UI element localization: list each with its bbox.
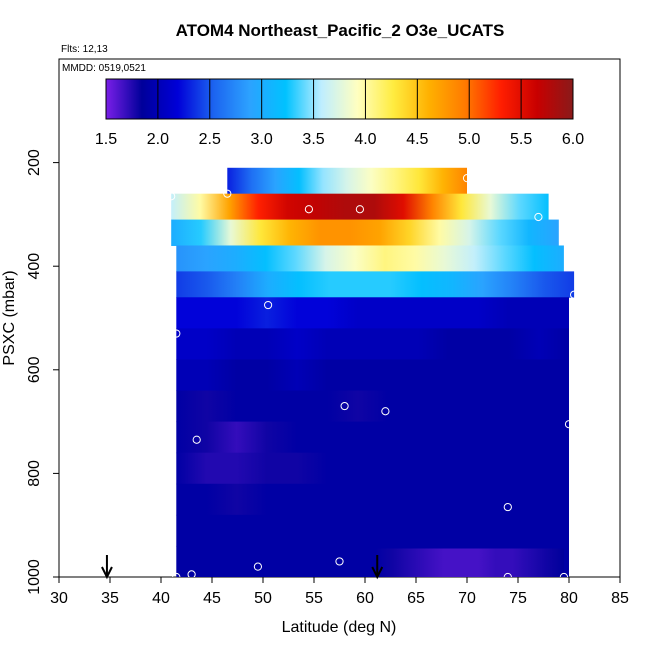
y-axis-label: PSXC (mbar) <box>1 270 18 365</box>
sample-point <box>187 570 196 577</box>
colorbar-tick-label: 3.5 <box>302 131 324 148</box>
flight-arrows <box>101 555 384 580</box>
heatmap-band <box>171 219 559 246</box>
x-tick-label: 70 <box>458 590 476 607</box>
sample-point <box>503 502 512 512</box>
heatmap-band <box>176 245 564 272</box>
colorbar-tick-label: 4.5 <box>406 131 428 148</box>
sample-point <box>335 557 344 566</box>
y-tick-label: 800 <box>26 460 43 487</box>
sample-point <box>381 407 390 416</box>
heatmap-band <box>176 483 570 516</box>
heatmap-band <box>176 271 575 298</box>
y-tick-label: 1000 <box>26 559 43 595</box>
heatmap-band <box>171 193 549 221</box>
sample-point <box>172 572 181 577</box>
sample-point <box>503 572 512 577</box>
heatmap-band <box>176 328 570 360</box>
sample-point <box>570 290 579 299</box>
heatmap-band <box>227 167 467 195</box>
down-arrow-icon <box>371 555 384 580</box>
colorbar-tick-label: 2.5 <box>199 131 221 148</box>
x-tick-label: 65 <box>407 590 425 607</box>
dates-label: MMDD: 0519,0521 <box>62 63 146 74</box>
sample-point <box>564 420 574 429</box>
colorbar-ticks: 1.5 2.0 2.5 3.0 3.5 4.0 4.5 5.0 5.5 6.0 <box>95 79 584 148</box>
colorbar-tick-label: 5.5 <box>510 131 532 148</box>
x-tick-label: 80 <box>560 590 578 607</box>
sample-point <box>340 401 349 411</box>
x-tick-label: 85 <box>611 590 629 607</box>
sample-point <box>462 174 472 183</box>
colorbar-tick-label: 2.0 <box>147 131 169 148</box>
heatmap-band <box>176 390 570 423</box>
x-tick-label: 35 <box>101 590 119 607</box>
x-tick-label: 40 <box>152 590 170 607</box>
x-tick-label: 75 <box>509 590 527 607</box>
sample-point <box>253 562 262 571</box>
sample-point <box>264 300 273 310</box>
y-tick-label: 600 <box>26 356 43 383</box>
colorbar <box>105 78 574 120</box>
heatmap-band <box>176 514 570 547</box>
x-tick-label: 30 <box>50 590 68 607</box>
heatmap-band <box>176 297 570 329</box>
x-tick-label: 45 <box>203 590 221 607</box>
sample-point <box>559 572 568 577</box>
x-axis-label: Latitude (deg N) <box>282 619 397 636</box>
y-axis: 200 400 600 800 1000 <box>26 149 59 595</box>
sample-points <box>167 174 579 577</box>
sample-point <box>355 205 364 214</box>
sample-point <box>192 435 201 444</box>
heatmap-band <box>176 421 570 454</box>
sample-point <box>223 189 232 198</box>
x-axis: 30 35 40 45 50 55 60 65 70 75 80 85 <box>50 577 629 607</box>
heatmap-band <box>176 452 570 485</box>
sample-point <box>167 192 176 201</box>
y-tick-label: 400 <box>26 253 43 280</box>
x-tick-label: 60 <box>356 590 374 607</box>
heatmap-band <box>176 359 570 392</box>
colorbar-tick-label: 4.0 <box>354 131 376 148</box>
y-tick-label: 200 <box>26 149 43 176</box>
x-tick-label: 50 <box>254 590 272 607</box>
sample-point <box>172 329 181 338</box>
sample-point <box>304 205 313 214</box>
chart-title: ATOM4 Northeast_Pacific_2 O3e_UCATS <box>176 21 505 40</box>
heatmap-band <box>375 548 564 577</box>
down-arrow-icon <box>101 555 113 580</box>
colorbar-tick-label: 3.0 <box>251 131 273 148</box>
colorbar-tick-label: 6.0 <box>562 131 584 148</box>
flights-label: Flts: 12,13 <box>61 44 108 55</box>
colorbar-tick-label: 5.0 <box>458 131 480 148</box>
heatmap-layer <box>171 167 575 577</box>
sample-point <box>534 212 543 222</box>
colorbar-tick-label: 1.5 <box>95 131 117 148</box>
x-tick-label: 55 <box>305 590 323 607</box>
